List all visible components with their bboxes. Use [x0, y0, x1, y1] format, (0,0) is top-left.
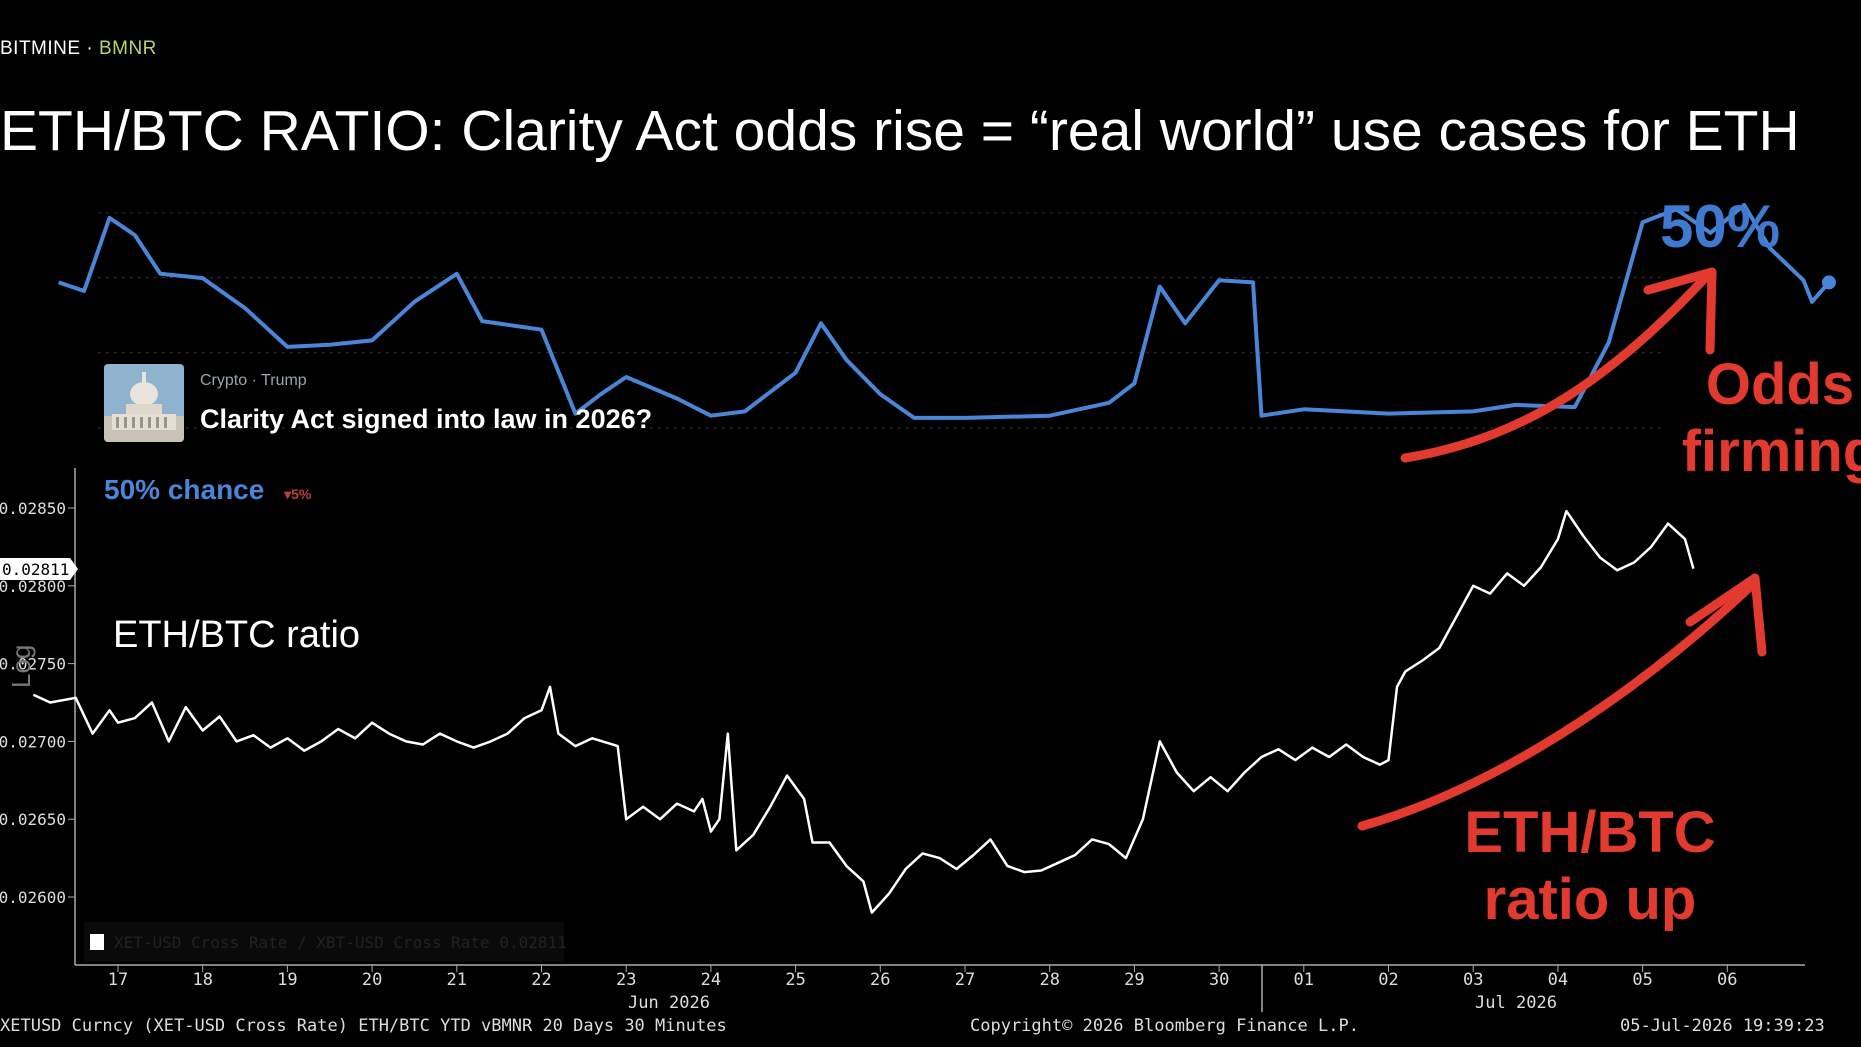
- ratio-x-tick-14: 01: [1294, 965, 1314, 990]
- ratio-x-tick-label: 19: [277, 970, 297, 990]
- chance-change: ▾5%: [284, 486, 312, 502]
- ratio-y-ticks: 0.02850 0.02800 0.02750 0.02700 0.02650 0.026…: [0, 499, 75, 907]
- chance-label: 50% chance: [104, 474, 265, 505]
- ratio-x-ticks: 17 18 19 20 21 22 23 24 25 26 27 28 29 30 01 02 03 04 05 06…: [108, 965, 1738, 1013]
- ratio-arrow: [1357, 580, 1757, 831]
- ratio-x-tick-label: 17: [108, 970, 128, 990]
- month-label-1: Jul 2026: [1475, 993, 1557, 1013]
- market-category: Crypto · Trump: [200, 372, 307, 389]
- ratio-y-tick-label: 0.02700: [0, 732, 66, 751]
- ratio-x-tick-7: 24: [701, 965, 721, 990]
- ratio-x-tick-label: 24: [701, 970, 721, 990]
- ratio-x-tick-label: 22: [531, 970, 551, 990]
- month-label-0: Jun 2026: [628, 993, 710, 1013]
- brand-label: BITMINE · BMNR: [0, 38, 157, 60]
- ratio-y-tick-4: 0.02650: [0, 810, 75, 829]
- ratio-y-tick-1: 0.02800: [0, 577, 75, 596]
- legend: XET-USD Cross Rate / XBT-USD Cross Rate …: [84, 922, 567, 962]
- odds-arrow: [1400, 273, 1710, 463]
- ratio-x-tick-label: 05: [1632, 970, 1652, 990]
- capitol-building-icon: [104, 364, 184, 442]
- ratio-x-tick-4: 21: [447, 965, 467, 990]
- ratio-x-tick-label: 01: [1294, 970, 1314, 990]
- ratio-x-tick-11: 28: [1039, 965, 1060, 990]
- ratio-y-tick-5: 0.02600: [0, 888, 75, 907]
- ratio-series-line: [32, 509, 1695, 914]
- ratio-arrowhead: [1685, 573, 1767, 657]
- ratio-up-annotation: ETH/BTC ratio up: [1464, 800, 1716, 932]
- ratio-x-tick-6: 23: [616, 965, 636, 990]
- log-scale-tag: Log: [6, 644, 36, 688]
- ratio-y-tick-2: 0.02750: [0, 655, 75, 674]
- footer-source: XETUSD Curncy (XET-USD Cross Rate) ETH/B…: [0, 1016, 727, 1036]
- ratio-x-tick-label: 29: [1124, 970, 1144, 990]
- ratio-y-tick-label: 0.02800: [0, 577, 66, 596]
- ratio-x-tick-18: 05: [1632, 965, 1653, 990]
- ratio-x-tick-0: 17: [108, 965, 128, 990]
- ratio-y-tick-label: 0.02850: [0, 499, 66, 518]
- ratio-x-tick-2: 19: [277, 965, 298, 990]
- odds-series-line: [58, 203, 1831, 420]
- ratio-x-tick-label: 20: [362, 970, 382, 990]
- legend-entry: XET-USD Cross Rate / XBT-USD Cross Rate …: [114, 933, 567, 952]
- ratio-x-tick-1: 18: [192, 965, 213, 990]
- odds-current-dot: [1821, 275, 1836, 290]
- ratio-y-tick-3: 0.02700: [0, 732, 75, 751]
- brand-separator: ·: [86, 38, 94, 59]
- odds-arrowhead: [1643, 267, 1717, 355]
- ratio-y-tick-label: 0.02600: [0, 888, 66, 907]
- current-value-label: 0.02811: [2, 560, 69, 579]
- chance-readout: 50% chance ▾5%: [104, 474, 311, 506]
- ratio-x-tick-16: 03: [1463, 965, 1483, 990]
- market-question: Clarity Act signed into law in 2026?: [200, 404, 653, 434]
- ratio-x-tick-12: 29: [1124, 965, 1145, 990]
- legend-swatch: [90, 934, 104, 950]
- ratio-x-tick-label: 18: [192, 970, 212, 990]
- ratio-y-tick-label: 0.02650: [0, 810, 66, 829]
- odds-gridlines: [98, 212, 1665, 429]
- ratio-x-tick-label: 21: [447, 970, 467, 990]
- ratio-x-tick-9: 26: [870, 965, 891, 990]
- ratio-x-tick-label: 03: [1463, 970, 1483, 990]
- ratio-x-tick-15: 02: [1378, 965, 1399, 990]
- odds-value-annotation: 50%: [1660, 193, 1781, 260]
- ratio-x-tick-label: 26: [870, 970, 890, 990]
- ratio-x-tick-13: 30: [1209, 965, 1229, 990]
- ratio-x-tick-label: 27: [955, 970, 975, 990]
- odds-firming-annotation: Odds firming: [1681, 352, 1861, 484]
- ratio-x-tick-3: 20: [362, 965, 382, 990]
- ratio-x-tick-5: 22: [531, 965, 552, 990]
- ratio-x-tick-label: 06: [1717, 970, 1737, 990]
- ratio-x-tick-8: 25: [785, 965, 806, 990]
- ratio-x-tick-17: 04: [1548, 965, 1568, 990]
- footer-copyright: Copyright© 2026 Bloomberg Finance L.P.: [970, 1016, 1359, 1036]
- ratio-x-tick-19: 06: [1717, 965, 1738, 990]
- ratio-x-tick-label: 23: [616, 970, 636, 990]
- ratio-x-tick-10: 27: [955, 965, 975, 990]
- ratio-y-tick-label: 0.02750: [0, 655, 66, 674]
- footer-timestamp: 05-Jul-2026 19:39:23: [1620, 1016, 1825, 1036]
- ratio-y-tick-0: 0.02850: [0, 499, 75, 518]
- ratio-x-tick-label: 28: [1039, 970, 1059, 990]
- ratio-x-tick-label: 04: [1548, 970, 1568, 990]
- ratio-x-tick-label: 25: [785, 970, 805, 990]
- ratio-x-tick-label: 30: [1209, 970, 1229, 990]
- brand-ticker: BMNR: [98, 38, 157, 59]
- current-value-tag: 0.02811: [0, 558, 78, 580]
- page-title: ETH/BTC RATIO: Clarity Act odds rise = “…: [0, 99, 1800, 163]
- prediction-market-card[interactable]: Crypto · Trump Clarity Act signed into l…: [104, 364, 704, 444]
- ratio-series-label: ETH/BTC ratio: [113, 614, 361, 656]
- ratio-x-tick-label: 02: [1378, 970, 1398, 990]
- brand-name: BITMINE: [0, 38, 81, 59]
